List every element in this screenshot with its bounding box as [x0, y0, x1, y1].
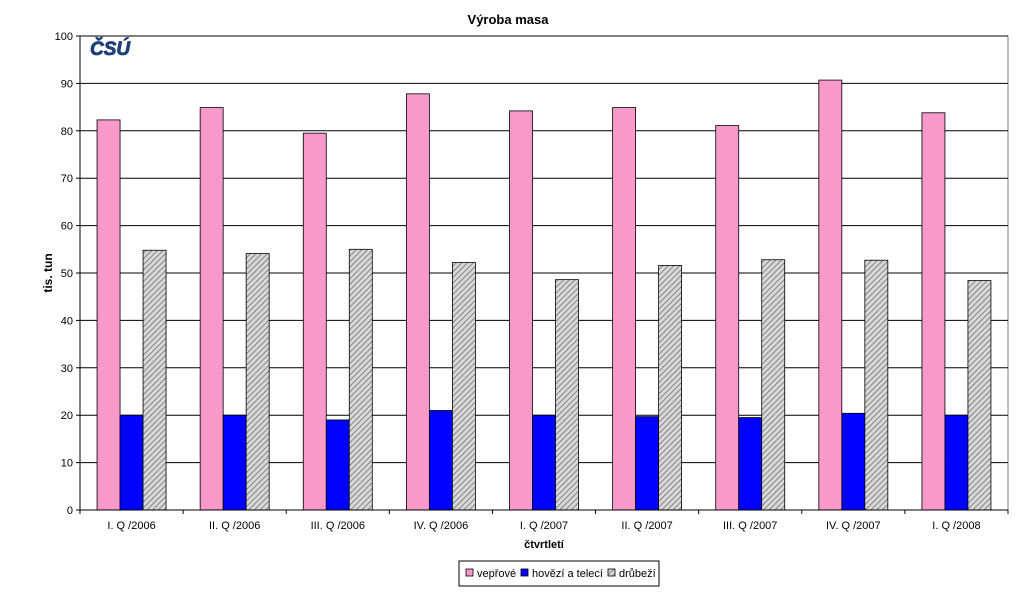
bar-drubezi	[864, 259, 889, 511]
bar-drubezi	[348, 248, 373, 511]
y-axis-label: tis. tun	[41, 253, 55, 292]
y-tick-label: 90	[61, 78, 73, 90]
bar-hovezi	[325, 419, 350, 511]
y-axis-ticks: 0 10 20 30 40 50 60 70 80 90 100	[55, 31, 80, 517]
legend-box	[458, 560, 660, 587]
x-tick-label: IV. Q /2006	[414, 520, 469, 532]
legend-label: vepřové	[477, 568, 516, 580]
logo-text: ČSÚ	[90, 38, 131, 60]
bar-drubezi	[658, 265, 683, 511]
y-tick-label: 60	[61, 221, 73, 233]
bar-drubezi	[451, 262, 476, 511]
x-axis-ticks: I. Q /2006 II. Q /2006 III. Q /2006 IV. Q /…	[79, 510, 1009, 532]
bar-drubezi	[245, 253, 270, 511]
y-tick-label: 30	[61, 363, 73, 375]
y-tick-label: 10	[61, 458, 73, 470]
x-tick-label: IV. Q /2007	[826, 520, 881, 532]
legend: vepřové hovězí a telecí drůbeží	[458, 560, 660, 587]
y-tick-label: 20	[61, 410, 73, 422]
bar-drubezi	[555, 279, 579, 511]
legend-swatch	[520, 568, 529, 577]
bar-hovezi	[532, 414, 556, 511]
bar-hovezi	[119, 414, 144, 511]
chart-title: Výroba masa	[468, 12, 550, 27]
bar-veprove	[405, 93, 430, 511]
legend-swatch	[607, 568, 616, 577]
y-tick-label: 100	[55, 31, 73, 43]
bar-veprove	[302, 132, 327, 511]
x-tick-label: II. Q /2007	[621, 520, 672, 532]
x-tick-label: III. Q /2007	[723, 520, 777, 532]
bar-hovezi	[222, 414, 247, 511]
x-tick-label: I. Q /2006	[107, 520, 155, 532]
y-tick-label: 40	[61, 315, 73, 327]
x-axis-label: čtvrtletí	[524, 539, 565, 551]
bar-hovezi	[841, 412, 866, 511]
x-tick-label: II. Q /2006	[209, 520, 260, 532]
bar-hovezi	[428, 410, 453, 511]
legend-label: hovězí a telecí	[532, 568, 603, 580]
bar-drubezi	[142, 249, 167, 511]
y-tick-label: 80	[61, 126, 73, 138]
csu-logo: ČSÚ	[90, 38, 146, 60]
bar-drubezi	[967, 280, 992, 511]
bar-veprove	[96, 119, 121, 511]
bar-veprove	[509, 110, 533, 511]
x-tick-label: I. Q /2007	[520, 520, 568, 532]
y-tick-label: 0	[67, 505, 73, 517]
bar-hovezi	[944, 414, 969, 511]
x-tick-label: III. Q /2006	[311, 520, 365, 532]
bar-veprove	[612, 107, 637, 511]
x-tick-label: I. Q /2008	[932, 520, 980, 532]
bar-veprove	[921, 112, 946, 511]
bar-hovezi	[635, 416, 660, 511]
bar-drubezi	[761, 259, 786, 511]
y-tick-label: 70	[61, 173, 73, 185]
bar-veprove	[818, 79, 843, 511]
bar-veprove	[199, 107, 224, 511]
bar-hovezi	[738, 417, 763, 511]
legend-label: drůbeží	[619, 568, 656, 580]
bars	[96, 79, 992, 511]
bar-veprove	[715, 125, 740, 511]
legend-swatch	[465, 568, 474, 577]
y-tick-label: 50	[61, 268, 73, 280]
